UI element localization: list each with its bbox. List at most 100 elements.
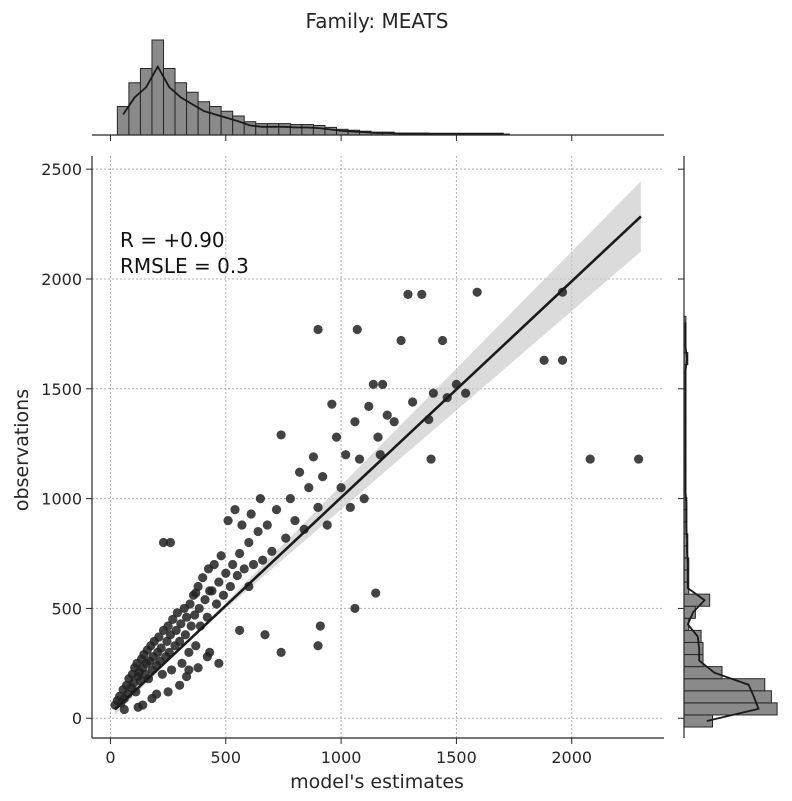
data-point bbox=[428, 388, 438, 398]
right-hist-bar bbox=[683, 690, 772, 704]
data-point bbox=[336, 483, 346, 493]
data-point bbox=[281, 533, 291, 543]
data-point bbox=[181, 612, 192, 622]
data-point bbox=[352, 324, 362, 335]
data-point bbox=[190, 610, 200, 620]
data-point bbox=[171, 625, 181, 635]
data-point bbox=[244, 537, 254, 548]
data-point bbox=[359, 494, 369, 504]
top-hist-bar bbox=[255, 123, 268, 136]
data-point bbox=[341, 450, 351, 460]
data-point bbox=[176, 619, 186, 629]
data-point bbox=[308, 452, 319, 462]
x-tick-label: 500 bbox=[211, 748, 242, 767]
data-point bbox=[371, 588, 381, 598]
chart-title: Family: MEATS bbox=[306, 9, 449, 33]
top-marginal-histogram bbox=[116, 39, 510, 136]
data-point bbox=[373, 432, 383, 442]
confidence-band bbox=[115, 181, 641, 715]
data-point bbox=[378, 379, 388, 390]
y-tick-label: 2000 bbox=[41, 270, 82, 289]
x-tick-label: 0 bbox=[105, 748, 115, 767]
top-hist-bar bbox=[289, 124, 303, 136]
top-hist-bar bbox=[128, 82, 141, 136]
ci-band bbox=[115, 181, 641, 715]
data-point bbox=[350, 417, 360, 427]
data-point bbox=[133, 702, 143, 712]
data-point bbox=[472, 287, 482, 297]
data-point bbox=[221, 568, 231, 578]
data-point bbox=[276, 647, 286, 657]
x-axis-label: model's estimates bbox=[290, 771, 464, 793]
data-point bbox=[239, 564, 249, 574]
data-point bbox=[389, 417, 399, 427]
data-point bbox=[181, 671, 192, 682]
data-point bbox=[557, 287, 568, 297]
data-point bbox=[218, 590, 229, 600]
y-axis-label: observations bbox=[11, 389, 33, 511]
data-point bbox=[172, 608, 182, 618]
top-hist-bar bbox=[312, 125, 326, 136]
data-point bbox=[225, 581, 235, 592]
data-point bbox=[382, 410, 392, 420]
data-point bbox=[313, 502, 323, 512]
top-hist-bar bbox=[278, 123, 291, 136]
top-hist-bar bbox=[116, 106, 130, 136]
data-point bbox=[634, 454, 644, 464]
data-point bbox=[191, 588, 201, 598]
right-hist-bar bbox=[683, 702, 778, 716]
data-point bbox=[403, 289, 413, 299]
data-point bbox=[198, 573, 208, 583]
data-point bbox=[214, 658, 224, 668]
data-point bbox=[417, 289, 427, 299]
data-point bbox=[318, 472, 328, 482]
data-point bbox=[223, 515, 233, 526]
data-point bbox=[407, 397, 418, 407]
data-point bbox=[267, 546, 277, 556]
x-tick-label: 1000 bbox=[321, 748, 362, 767]
regression-line-path bbox=[114, 215, 642, 711]
top-hist-bar bbox=[301, 124, 314, 136]
data-point bbox=[157, 669, 167, 679]
data-point bbox=[246, 509, 256, 519]
data-point bbox=[258, 555, 268, 565]
data-point bbox=[202, 652, 212, 662]
r-annotation: R = +0.90 bbox=[120, 228, 225, 252]
data-point bbox=[193, 663, 203, 673]
data-point bbox=[228, 559, 238, 570]
top-hist-bar bbox=[197, 101, 211, 136]
data-point bbox=[165, 537, 176, 548]
data-point bbox=[437, 335, 448, 346]
axes: 0 500 1000 1500 2000 0 500 1000 1500 2000 2500 bbox=[41, 134, 685, 767]
grid bbox=[92, 156, 664, 738]
right-hist-bar bbox=[683, 678, 766, 692]
data-point bbox=[313, 641, 323, 651]
top-hist-bar bbox=[209, 106, 222, 136]
data-point bbox=[180, 630, 191, 640]
data-point bbox=[276, 430, 286, 440]
data-point bbox=[216, 551, 226, 561]
data-point bbox=[205, 586, 215, 596]
data-point bbox=[158, 537, 169, 548]
right-marginal-histogram bbox=[683, 315, 778, 728]
data-point bbox=[166, 665, 177, 675]
data-point bbox=[350, 603, 360, 614]
data-point bbox=[168, 614, 178, 625]
top-kde-curve bbox=[122, 64, 504, 135]
top-hist-bar bbox=[151, 39, 165, 136]
data-point bbox=[200, 595, 210, 605]
data-point bbox=[232, 570, 242, 581]
scatter-points bbox=[110, 287, 644, 715]
data-point bbox=[539, 355, 549, 365]
data-point bbox=[235, 625, 245, 635]
data-point bbox=[345, 502, 355, 512]
rmsle-annotation: RMSLE = 0.3 bbox=[120, 254, 249, 278]
data-point bbox=[557, 355, 568, 365]
right-kde-curve bbox=[684, 322, 760, 722]
data-point bbox=[285, 494, 295, 504]
data-point bbox=[304, 483, 314, 493]
data-point bbox=[151, 689, 162, 699]
regression-line bbox=[114, 215, 642, 711]
data-point bbox=[156, 643, 166, 653]
